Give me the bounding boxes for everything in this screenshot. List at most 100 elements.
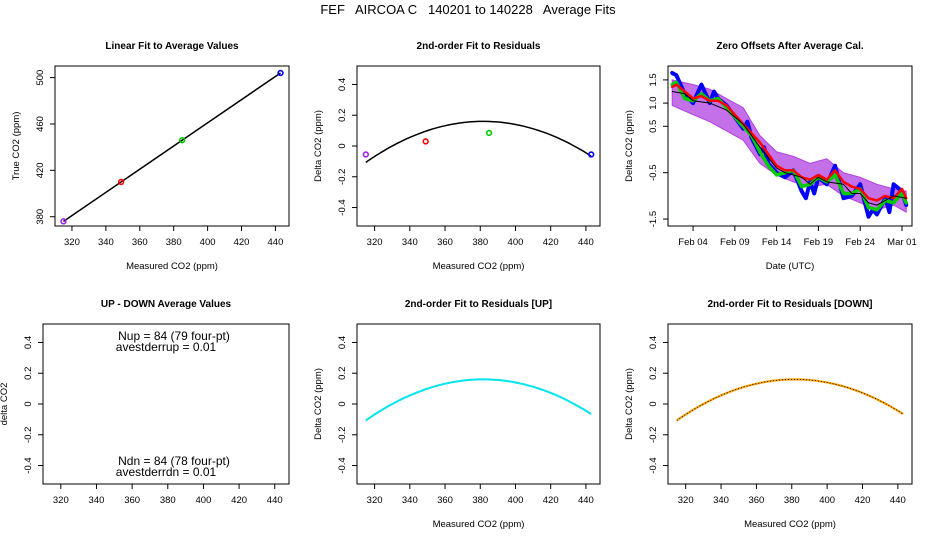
annotation-line: avestderrup = 0.01 bbox=[116, 340, 217, 354]
y-tick-label: -0.4 bbox=[337, 199, 348, 215]
data-point bbox=[277, 69, 284, 77]
y-tick-label: 380 bbox=[35, 209, 46, 225]
y-tick-label: 0.2 bbox=[337, 367, 348, 380]
x-tick-label: 400 bbox=[200, 237, 216, 248]
fit-curve-overlay bbox=[676, 378, 904, 421]
data-point bbox=[178, 137, 186, 144]
plot-area bbox=[676, 378, 904, 422]
x-tick-label: 380 bbox=[472, 237, 488, 248]
y-tick-label: -0.4 bbox=[648, 457, 659, 473]
x-axis-label: Measured CO2 (ppm) bbox=[433, 519, 525, 530]
x-axis-label: Measured CO2 (ppm) bbox=[744, 519, 836, 530]
y-tick-label: -0.2 bbox=[648, 427, 659, 443]
x-tick-label: 420 bbox=[543, 237, 559, 248]
y-tick-label: 0.4 bbox=[337, 336, 348, 349]
series-line bbox=[670, 83, 908, 202]
x-tick-label: 380 bbox=[160, 495, 176, 506]
x-tick-label: 360 bbox=[437, 237, 453, 248]
x-tick-label: 420 bbox=[543, 495, 559, 506]
data-point bbox=[362, 151, 370, 158]
y-tick-label: 0.5 bbox=[648, 120, 659, 133]
x-tick-label: 440 bbox=[578, 237, 594, 248]
y-tick-label: -0.2 bbox=[337, 427, 348, 443]
x-tick-label: Feb 04 bbox=[678, 237, 708, 248]
data-point bbox=[117, 178, 125, 186]
chart-p3: Zero Offsets After Average Cal. Feb 04 Feb… bbox=[624, 41, 917, 272]
y-tick-label: -0.5 bbox=[648, 164, 659, 180]
y-tick-label: 0 bbox=[337, 401, 348, 406]
chart-p5: 2nd-order Fit to Residuals [UP] 320 340 360… bbox=[313, 299, 601, 530]
x-tick-label: 400 bbox=[819, 495, 835, 506]
y-tick-label: -0.4 bbox=[23, 457, 34, 473]
y-axis-label: Delta CO2 (ppm) bbox=[624, 368, 635, 440]
x-tick-label: 380 bbox=[472, 495, 488, 506]
x-tick-label: 420 bbox=[234, 237, 250, 248]
plot-frame bbox=[54, 65, 290, 227]
x-tick-label: Feb 09 bbox=[720, 237, 750, 248]
y-axis-label: Delta CO2 (ppm) bbox=[624, 110, 635, 182]
y-tick-label: 1.5 bbox=[648, 73, 659, 86]
plot-frame bbox=[667, 65, 913, 227]
x-tick-label: 360 bbox=[124, 495, 140, 506]
chart-p4: UP - DOWN Average Values 320 340 360 380 400 4… bbox=[0, 299, 290, 506]
x-tick-label: 320 bbox=[53, 495, 69, 506]
x-tick-label: Feb 24 bbox=[845, 237, 875, 248]
plot-area bbox=[60, 69, 284, 225]
x-tick-label: 380 bbox=[784, 495, 800, 506]
y-tick-label: 0 bbox=[337, 143, 348, 148]
y-axis-label: Delta CO2 (ppm) bbox=[313, 110, 324, 182]
x-tick-label: 440 bbox=[267, 495, 283, 506]
plot-title: Linear Fit to Average Values bbox=[105, 41, 239, 52]
chart-p6: 2nd-order Fit to Residuals [DOWN] 320 340 3… bbox=[624, 299, 913, 530]
annotation-line: Ndn = 84 (78 four-pt) bbox=[118, 454, 230, 468]
x-tick-label: 340 bbox=[402, 495, 418, 506]
data-point bbox=[485, 129, 493, 137]
plot-area bbox=[362, 120, 595, 164]
y-tick-label: -0.2 bbox=[23, 427, 34, 443]
plot-title: 2nd-order Fit to Residuals bbox=[417, 41, 541, 52]
x-tick-label: 340 bbox=[402, 237, 418, 248]
y-tick-label: -0.2 bbox=[337, 169, 348, 185]
y-tick-label: 0 bbox=[648, 401, 659, 406]
x-tick-label: 400 bbox=[508, 495, 524, 506]
y-tick-label: 0.2 bbox=[23, 367, 34, 380]
x-tick-label: Mar 01 bbox=[887, 237, 917, 248]
x-tick-label: 380 bbox=[166, 237, 182, 248]
y-tick-label: 0.4 bbox=[23, 336, 34, 349]
x-tick-label: 360 bbox=[437, 495, 453, 506]
x-tick-label: 340 bbox=[89, 495, 105, 506]
data-point bbox=[60, 218, 67, 225]
x-tick-label: Feb 19 bbox=[804, 237, 834, 248]
x-tick-label: 320 bbox=[64, 237, 80, 248]
x-tick-label: 420 bbox=[231, 495, 247, 506]
chart-p1: Linear Fit to Average Values 320 340 360 380… bbox=[11, 41, 290, 272]
data-point bbox=[422, 138, 429, 145]
x-tick-label: 340 bbox=[713, 495, 729, 506]
x-tick-label: 320 bbox=[367, 237, 383, 248]
x-tick-label: 400 bbox=[508, 237, 524, 248]
plot-area bbox=[670, 71, 909, 219]
plot-title: Zero Offsets After Average Cal. bbox=[716, 41, 863, 52]
x-tick-label: 320 bbox=[678, 495, 694, 506]
y-tick-label: -1.5 bbox=[648, 211, 659, 227]
y-tick-label: -0.4 bbox=[337, 457, 348, 473]
x-axis-label: Measured CO2 (ppm) bbox=[433, 261, 525, 272]
x-tick-label: 420 bbox=[855, 495, 871, 506]
y-axis-label: delta CO2 bbox=[0, 383, 10, 426]
x-tick-label: 440 bbox=[890, 495, 906, 506]
fit-curve bbox=[365, 378, 592, 422]
x-axis-label: Date (UTC) bbox=[766, 261, 815, 272]
data-point bbox=[587, 151, 595, 158]
y-tick-label: 0.2 bbox=[648, 367, 659, 380]
y-tick-label: 0.4 bbox=[648, 336, 659, 349]
chart-p2: 2nd-order Fit to Residuals 320 340 360 380 40… bbox=[313, 41, 601, 272]
plot-title: 2nd-order Fit to Residuals [UP] bbox=[405, 299, 552, 310]
x-tick-label: 440 bbox=[578, 495, 594, 506]
annotation-line: Nup = 84 (79 four-pt) bbox=[118, 329, 230, 343]
x-tick-label: Feb 14 bbox=[762, 237, 792, 248]
series-line bbox=[671, 91, 907, 206]
x-tick-label: 360 bbox=[748, 495, 764, 506]
y-tick-label: 0 bbox=[23, 401, 34, 406]
y-tick-label: 500 bbox=[35, 70, 46, 86]
